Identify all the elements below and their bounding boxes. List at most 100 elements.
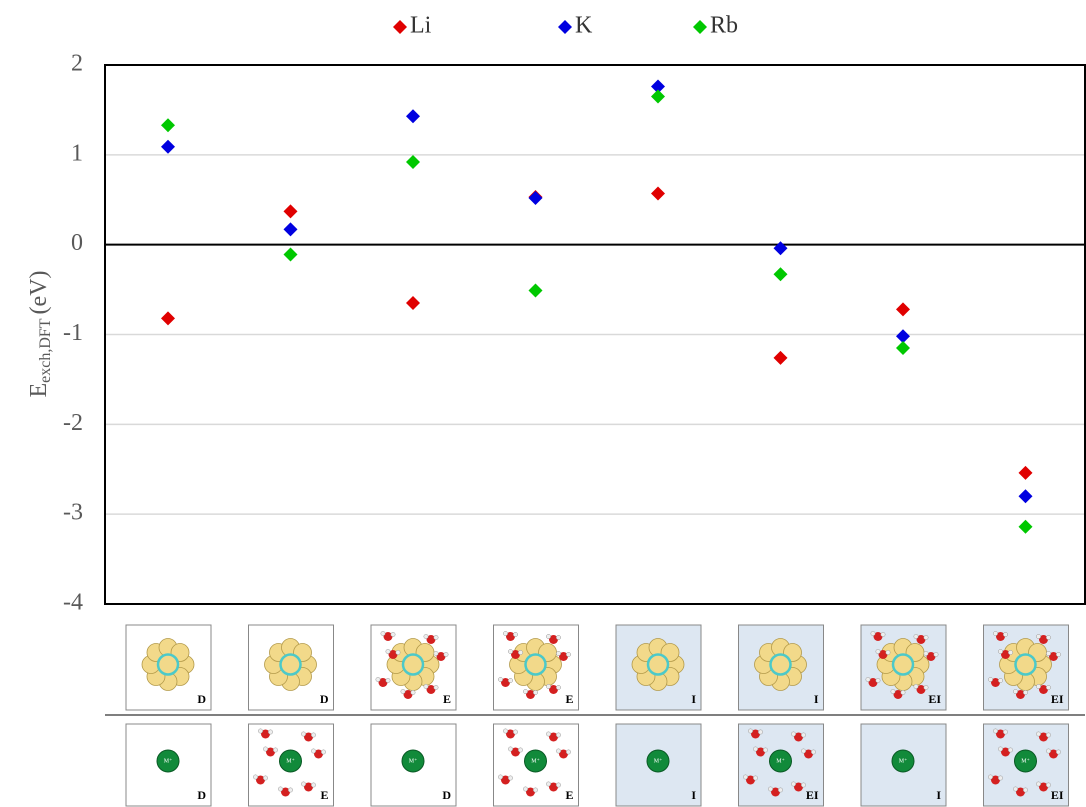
point	[406, 296, 420, 310]
water-h	[498, 677, 502, 681]
legend-label: Li	[410, 13, 432, 39]
water-h	[263, 747, 267, 751]
y-label-main: E	[26, 383, 52, 398]
zeolite-core	[771, 655, 791, 675]
ion-label: M⁺	[899, 757, 908, 764]
y-axis-label: Eexch,DFT(eV)	[26, 270, 54, 397]
water-h	[1036, 634, 1040, 638]
water-h	[311, 749, 315, 753]
water-h	[301, 782, 305, 786]
water-h	[444, 652, 448, 656]
water-h	[914, 684, 918, 688]
water-h	[523, 787, 527, 791]
water-h	[533, 690, 537, 694]
point	[896, 302, 910, 316]
y-tick-label: 1	[71, 140, 83, 166]
water-h	[934, 652, 938, 656]
panel: I	[616, 625, 701, 710]
water-h	[503, 729, 507, 733]
water-h	[901, 690, 905, 694]
panel-label: D	[197, 692, 206, 706]
water-h	[886, 650, 890, 654]
panel: EI	[861, 625, 946, 710]
water-h	[998, 678, 1002, 682]
water-h	[391, 632, 395, 636]
water-h	[508, 747, 512, 751]
water-h	[321, 750, 325, 754]
panel-label: I	[691, 788, 696, 802]
water-h	[758, 730, 762, 734]
legend-marker	[393, 20, 407, 34]
water-h	[566, 652, 570, 656]
legend-label: K	[575, 13, 593, 39]
water-h	[1013, 787, 1017, 791]
panel-label: I	[936, 788, 941, 802]
zeolite-core	[893, 655, 913, 675]
panel: M⁺EI	[739, 724, 824, 806]
water-h	[508, 776, 512, 780]
water-h	[424, 634, 428, 638]
water-h	[1008, 650, 1012, 654]
point	[284, 222, 298, 236]
water-h	[566, 750, 570, 754]
water-h	[1056, 750, 1060, 754]
water-h	[556, 749, 560, 753]
y-tick-label: 0	[71, 230, 83, 256]
water-h	[253, 775, 257, 779]
water-h	[381, 631, 385, 635]
water-h	[1046, 783, 1050, 787]
water-h	[273, 748, 277, 752]
water-h	[301, 732, 305, 736]
panel-label: E	[565, 692, 573, 706]
water-h	[993, 631, 997, 635]
water-h	[1023, 788, 1027, 792]
zeolite-core	[281, 655, 301, 675]
water-h	[1036, 684, 1040, 688]
water-h	[518, 650, 522, 654]
y-label-unit: (eV)	[26, 270, 52, 314]
y-tick-label: -2	[63, 410, 83, 436]
water-h	[556, 651, 560, 655]
ion-label: M⁺	[1021, 757, 1030, 764]
water-h	[263, 776, 267, 780]
water-h	[1046, 733, 1050, 737]
point	[1019, 489, 1033, 503]
ion-label: M⁺	[531, 757, 540, 764]
water-h	[988, 677, 992, 681]
zeolite-core	[648, 655, 668, 675]
water-h	[988, 775, 992, 779]
water-h	[763, 748, 767, 752]
water-h	[891, 689, 895, 693]
ion-label: M⁺	[409, 757, 418, 764]
ion-label: M⁺	[164, 757, 173, 764]
panel-label: E	[565, 788, 573, 802]
zeolite-core	[403, 655, 423, 675]
water-h	[556, 685, 560, 689]
water-h	[401, 689, 405, 693]
panel-label: E	[443, 692, 451, 706]
water-h	[556, 635, 560, 639]
y-tick-label: -3	[63, 500, 83, 526]
water-h	[1003, 730, 1007, 734]
water-h	[1036, 782, 1040, 786]
water-h	[311, 733, 315, 737]
water-h	[386, 678, 390, 682]
panel: M⁺EI	[984, 724, 1069, 806]
panel: D	[126, 625, 211, 710]
panel-label: EI	[806, 788, 819, 802]
panel-label: I	[691, 692, 696, 706]
point	[161, 140, 175, 154]
water-h	[876, 678, 880, 682]
water-h	[998, 649, 1002, 653]
water-h	[791, 732, 795, 736]
water-h	[278, 787, 282, 791]
point	[774, 241, 788, 255]
panel-label: EI	[1051, 692, 1064, 706]
water-h	[1056, 652, 1060, 656]
water-h	[791, 782, 795, 786]
water-h	[998, 776, 1002, 780]
point	[161, 311, 175, 325]
panel-label: I	[814, 692, 819, 706]
panel: D	[249, 625, 334, 710]
water-h	[866, 677, 870, 681]
